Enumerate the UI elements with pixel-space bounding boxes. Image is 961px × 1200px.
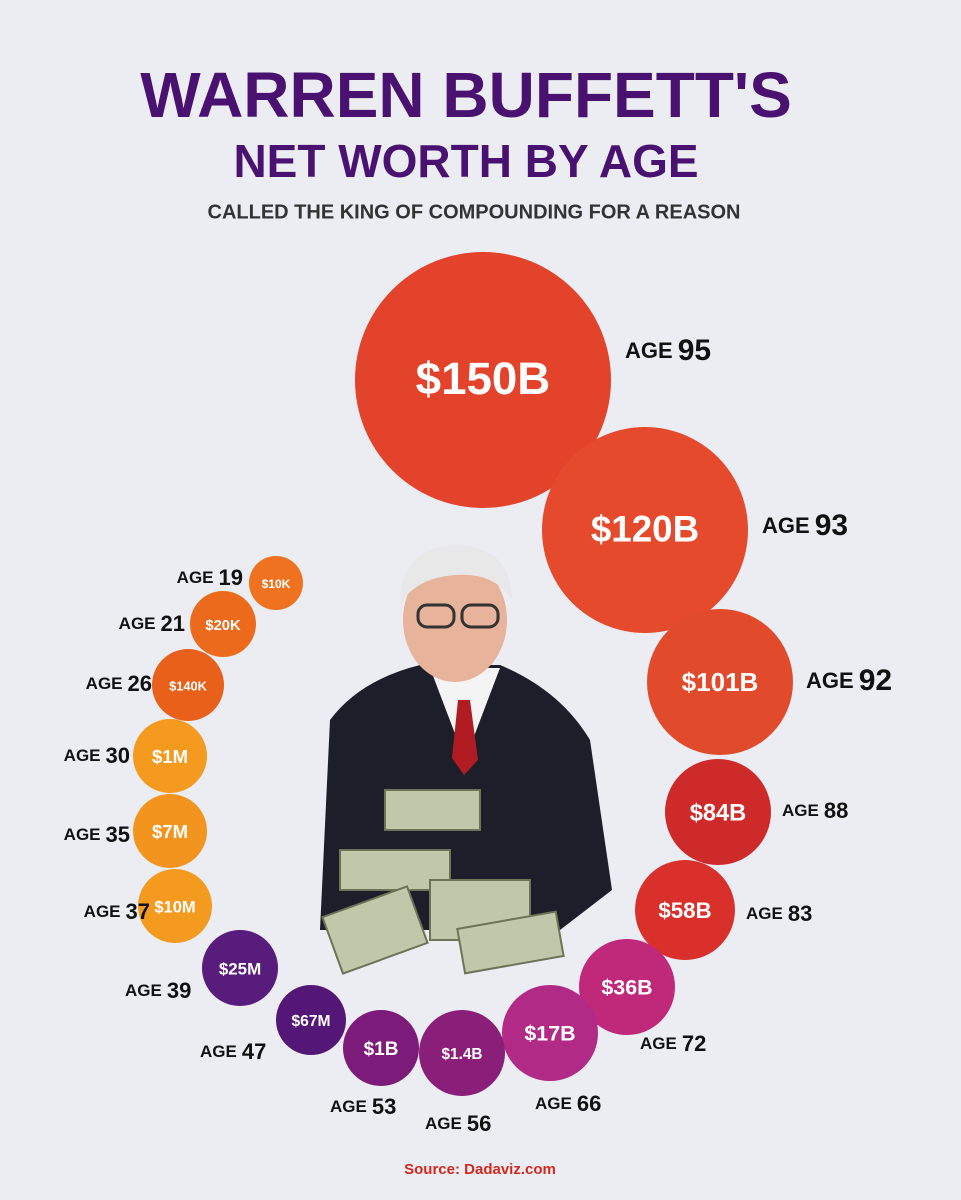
worth-label: $25M xyxy=(219,959,261,978)
worth-label: $10M xyxy=(154,898,195,916)
age-number: 47 xyxy=(242,1039,266,1064)
age-number: 72 xyxy=(682,1031,706,1056)
age-label: AGE 88 xyxy=(782,798,848,823)
age-word: AGE xyxy=(535,1094,572,1113)
age-number: 35 xyxy=(106,822,130,847)
age-label: AGE 47 xyxy=(200,1039,266,1064)
age-number: 21 xyxy=(161,611,185,636)
age-word: AGE xyxy=(806,668,854,693)
age-word: AGE xyxy=(125,981,162,1000)
age-number: 88 xyxy=(824,798,848,823)
worth-label: $20K xyxy=(205,618,241,634)
bubble xyxy=(635,860,735,960)
age-number: 95 xyxy=(678,334,711,367)
bubble xyxy=(202,930,278,1006)
worth-label: $17B xyxy=(524,1022,575,1046)
worth-label: $36B xyxy=(601,976,652,1000)
age-label: AGE 39 xyxy=(125,978,191,1003)
age-number: 39 xyxy=(167,978,191,1003)
bubble xyxy=(542,427,748,633)
age-label: AGE 56 xyxy=(425,1111,491,1136)
age-number: 83 xyxy=(788,901,812,926)
subtitle: CALLED THE KING OF COMPOUNDING FOR A REA… xyxy=(208,201,741,223)
age-label: AGE 92 xyxy=(806,664,892,697)
title-line1: WARREN BUFFETT'S xyxy=(140,59,792,131)
age-number: 66 xyxy=(577,1091,601,1116)
bubble xyxy=(133,794,207,868)
worth-label: $7M xyxy=(152,821,188,842)
age-label: AGE 83 xyxy=(746,901,812,926)
age-label: AGE 66 xyxy=(535,1091,601,1116)
age-number: 37 xyxy=(126,899,150,924)
worth-label: $140K xyxy=(169,678,208,693)
worth-label: $1.4B xyxy=(442,1046,483,1063)
age-number: 19 xyxy=(219,565,243,590)
age-label: AGE 21 xyxy=(119,611,185,636)
age-label: AGE 37 xyxy=(84,899,150,924)
age-word: AGE xyxy=(330,1097,367,1116)
age-word: AGE xyxy=(746,904,783,923)
age-label: AGE 35 xyxy=(64,822,130,847)
bubble xyxy=(665,759,771,865)
age-word: AGE xyxy=(425,1114,462,1133)
age-number: 92 xyxy=(859,664,892,697)
bubble xyxy=(133,719,207,793)
age-word: AGE xyxy=(119,614,156,633)
worth-label: $10K xyxy=(262,577,291,591)
age-label: AGE 19 xyxy=(177,565,243,590)
title-line2: NET WORTH BY AGE xyxy=(233,135,698,187)
worth-label: $101B xyxy=(682,667,759,697)
bubble xyxy=(276,985,346,1055)
worth-label: $1M xyxy=(152,746,188,767)
age-word: AGE xyxy=(177,568,214,587)
age-word: AGE xyxy=(84,902,121,921)
age-number: 56 xyxy=(467,1111,491,1136)
age-number: 53 xyxy=(372,1094,396,1119)
bubble xyxy=(579,939,675,1035)
bubble xyxy=(152,649,224,721)
bubble xyxy=(343,1010,419,1086)
worth-label: $58B xyxy=(658,898,711,923)
bubble xyxy=(138,869,212,943)
age-number: 26 xyxy=(128,671,152,696)
portrait xyxy=(320,545,612,975)
worth-label: $1B xyxy=(364,1039,399,1060)
age-label: AGE 93 xyxy=(762,509,848,542)
worth-label: $84B xyxy=(690,800,747,826)
bubble xyxy=(647,609,793,755)
age-label: AGE 53 xyxy=(330,1094,396,1119)
worth-label: $67M xyxy=(291,1013,330,1030)
age-label: AGE 72 xyxy=(640,1031,706,1056)
worth-label: $150B xyxy=(416,353,551,404)
bubble xyxy=(190,591,256,657)
age-word: AGE xyxy=(782,801,819,820)
age-label: AGE 30 xyxy=(64,743,130,768)
age-word: AGE xyxy=(64,825,101,844)
age-word: AGE xyxy=(625,338,673,363)
age-word: AGE xyxy=(86,674,123,693)
age-word: AGE xyxy=(64,746,101,765)
source: Source: Dadaviz.com xyxy=(404,1161,556,1178)
bubble xyxy=(355,252,611,508)
age-word: AGE xyxy=(200,1042,237,1061)
worth-label: $120B xyxy=(591,509,699,550)
age-label: AGE 95 xyxy=(625,334,711,367)
age-number: 30 xyxy=(106,743,130,768)
age-word: AGE xyxy=(762,513,810,538)
bubble xyxy=(249,556,303,610)
age-word: AGE xyxy=(640,1034,677,1053)
bubble xyxy=(502,985,598,1081)
age-label: AGE 26 xyxy=(86,671,152,696)
age-number: 93 xyxy=(815,509,848,542)
bubble xyxy=(419,1010,505,1096)
